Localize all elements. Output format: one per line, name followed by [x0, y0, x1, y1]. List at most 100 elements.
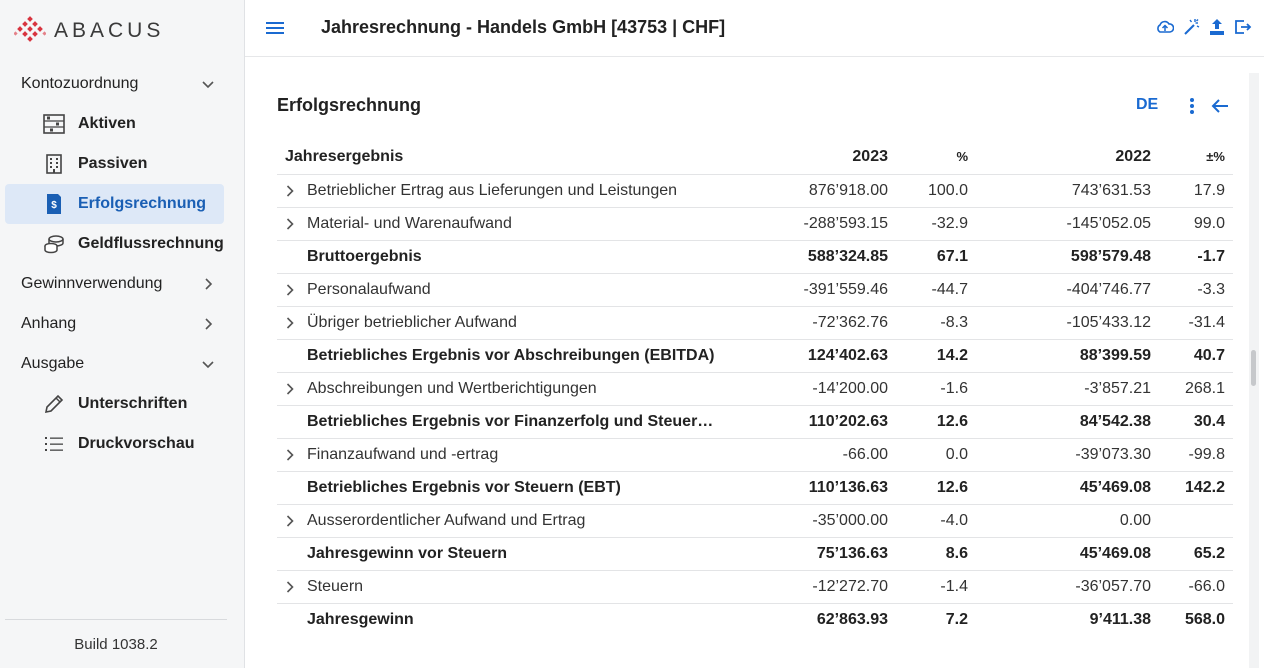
table-row[interactable]: Finanzaufwand und -ertrag -66.00 0.0 -39’07… [277, 438, 1233, 472]
column-header-2023[interactable]: 2023 [760, 140, 890, 175]
row-label: Steuern [307, 570, 760, 604]
row-label: Betriebliches Ergebnis vor Abschreibunge… [307, 339, 760, 373]
abacus-logo-icon [14, 16, 46, 42]
percent-2023: -32.9 [890, 207, 970, 241]
logo-text: ABACUS [54, 19, 165, 42]
chevron-right-icon[interactable] [283, 580, 297, 594]
value-2023: 124’402.63 [760, 339, 890, 373]
percent-2023: 14.2 [890, 339, 970, 373]
value-2023: 876’918.00 [760, 174, 890, 208]
section-title: Erfolgsrechnung [277, 95, 422, 115]
table-row[interactable]: Material- und Warenaufwand -288’593.15 -32… [277, 207, 1233, 241]
header-actions [1156, 17, 1252, 37]
percent-2023: 7.2 [945, 610, 968, 628]
column-header-change-percent[interactable]: ±% [1153, 140, 1233, 175]
scrollbar-thumb[interactable] [1251, 350, 1256, 386]
value-2023: 110’136.63 [760, 471, 890, 505]
row-label: Bruttoergebnis [307, 240, 760, 274]
sidebar-item-aktiven[interactable]: Aktiven [5, 104, 224, 144]
main-content: Erfolgsrechnung DE Jahresergebnis 2023 %… [245, 57, 1264, 668]
scrollbar[interactable] [1249, 73, 1259, 668]
value-2023: -14’200.00 [760, 372, 890, 406]
chevron-right-icon [205, 278, 213, 290]
chevron-right-icon[interactable] [283, 283, 297, 297]
language-button[interactable]: DE [1136, 96, 1159, 113]
sidebar-item-label: Erfolgsrechnung [78, 195, 207, 212]
upload-icon[interactable] [1208, 17, 1226, 37]
table-row: Betriebliches Ergebnis vor Abschreibunge… [277, 339, 1233, 373]
logout-icon[interactable] [1234, 17, 1252, 37]
sidebar-item-erfolgsrechnung[interactable]: $ Erfolgsrechnung [5, 184, 224, 224]
value-2022: 84’542.38 [970, 405, 1153, 439]
abacus-logo[interactable]: ABACUS [14, 14, 164, 48]
app-header: Jahresrechnung - Handels GmbH [43753 | C… [245, 0, 1264, 57]
sidebar-item-unterschriften[interactable]: Unterschriften [5, 384, 224, 424]
chevron-down-icon [202, 361, 214, 369]
sidebar-group-gewinnverwendung[interactable]: Gewinnverwendung [0, 264, 245, 304]
value-2022: -145’052.05 [970, 207, 1153, 241]
building-icon [43, 153, 65, 175]
coins-icon [43, 233, 65, 255]
row-expander-cell [277, 339, 307, 373]
change-percent: 568.0 [1184, 610, 1225, 628]
sidebar-nav: Kontozuordnung Aktiven Passiven $ Erfolg… [0, 64, 245, 464]
percent-2023: 12.6 [890, 405, 970, 439]
value-2023: 75’136.63 [760, 537, 890, 571]
sidebar-group-label: Anhang [21, 315, 77, 332]
sidebar-group-label: Gewinnverwendung [21, 275, 163, 292]
table-body: Betrieblicher Ertrag aus Lieferungen und… [277, 174, 1233, 636]
change-percent: 65.2 [1153, 537, 1233, 571]
column-header-label[interactable]: Jahresergebnis [277, 140, 760, 175]
change-percent: 142.2 [1153, 471, 1233, 505]
sidebar-item-label: Passiven [78, 155, 148, 172]
table-row: Betriebliches Ergebnis vor Finanzerfolg … [277, 405, 1233, 439]
table-row[interactable]: Betrieblicher Ertrag aus Lieferungen und… [277, 174, 1233, 208]
hamburger-menu-icon[interactable] [265, 18, 285, 38]
change-percent: -99.8 [1153, 438, 1233, 472]
magic-wand-icon[interactable] [1182, 17, 1200, 37]
sidebar-group-ausgabe[interactable]: Ausgabe [0, 344, 245, 384]
sidebar-item-label: Druckvorschau [78, 435, 195, 452]
value-2022: 743’631.53 [970, 174, 1153, 208]
value-2022: 0.00 [970, 504, 1153, 538]
sidebar-group-anhang[interactable]: Anhang [0, 304, 245, 344]
sidebar-group-label: Ausgabe [21, 355, 85, 372]
sidebar-item-druckvorschau[interactable]: Druckvorschau [5, 424, 224, 464]
page-title: Jahresrechnung - Handels GmbH [43753 | C… [321, 17, 726, 37]
sidebar-group-kontozuordnung[interactable]: Kontozuordnung [0, 64, 245, 104]
sidebar-item-passiven[interactable]: Passiven [5, 144, 224, 184]
table-row[interactable]: Personalaufwand -391’559.46 -44.7 -404’746.… [277, 273, 1233, 307]
change-percent: -66.0 [1153, 570, 1233, 604]
percent-2023: 0.0 [890, 438, 970, 472]
value-2022: -105’433.12 [970, 306, 1153, 340]
chevron-right-icon[interactable] [283, 316, 297, 330]
receipt-icon: $ [43, 193, 65, 215]
percent-2023: -8.3 [890, 306, 970, 340]
value-2023: -35’000.00 [760, 504, 890, 538]
column-header-percent[interactable]: % [890, 140, 970, 175]
row-expander-cell [277, 504, 307, 538]
chevron-right-icon[interactable] [283, 514, 297, 528]
cloud-upload-icon[interactable] [1156, 17, 1174, 37]
column-header-2022[interactable]: 2022 [970, 140, 1153, 175]
table-row[interactable]: Ausserordentlicher Aufwand und Ertrag -35… [277, 504, 1233, 538]
chevron-right-icon [205, 318, 213, 330]
table-row[interactable]: Abschreibungen und Wertberichtigungen -14… [277, 372, 1233, 406]
value-2023: -12’272.70 [760, 570, 890, 604]
sidebar-group-label: Kontozuordnung [21, 75, 139, 92]
row-label: Jahresgewinn [307, 610, 414, 628]
value-2023: -72’362.76 [760, 306, 890, 340]
row-expander-cell [277, 570, 307, 604]
value-2023: 110’202.63 [760, 405, 890, 439]
chevron-right-icon[interactable] [283, 217, 297, 231]
table-row[interactable]: Steuern -12’272.70 -1.4 -36’057.70 -66.0 [277, 570, 1233, 604]
chevron-down-icon [202, 81, 214, 89]
more-vertical-icon[interactable] [1184, 95, 1200, 117]
table-row: Jahresgewinn vor Steuern 75’136.63 8.6 45’4… [277, 537, 1233, 571]
arrow-left-icon[interactable] [1209, 95, 1231, 117]
chevron-right-icon[interactable] [283, 382, 297, 396]
chevron-right-icon[interactable] [283, 184, 297, 198]
chevron-right-icon[interactable] [283, 448, 297, 462]
table-row[interactable]: Übriger betrieblicher Aufwand -72’362.76-… [277, 306, 1233, 340]
sidebar-item-geldflussrechnung[interactable]: Geldflussrechnung [5, 224, 224, 264]
